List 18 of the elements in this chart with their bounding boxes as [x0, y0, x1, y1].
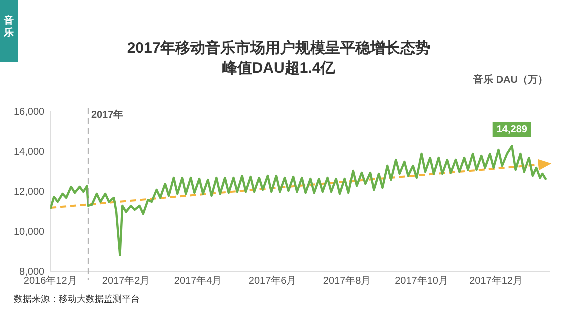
chart-subtitle: 峰值DAU超1.4亿	[222, 60, 337, 78]
annotation: 14,289	[496, 124, 528, 136]
y-tick-label: 10,000	[14, 226, 46, 238]
source-note: 数据来源：移动大数据监测平台	[14, 293, 140, 306]
x-tick-label: 2017年2月	[102, 274, 150, 287]
y-tick-label: 8,000	[20, 266, 46, 278]
x-tick-label: 2017年8月	[323, 274, 372, 287]
x-tick-label: 2017年6月	[248, 274, 297, 287]
x-tick-label: 2017年4月	[174, 274, 222, 287]
y-tick-label: 16,000	[14, 106, 46, 118]
y-axis-title: 音乐 DAU（万）	[474, 73, 548, 87]
x-tick-label: 2017年10月	[395, 274, 448, 287]
ref-line-label: 2017年	[91, 108, 124, 121]
chart-title: 2017年移动音乐市场用户规模呈平稳增长态势	[127, 39, 431, 58]
y-tick-label: 12,000	[14, 186, 46, 198]
y-tick-label: 14,000	[14, 146, 46, 158]
x-tick-label: 2017年12月	[470, 274, 523, 287]
text: 音乐	[3, 16, 15, 40]
